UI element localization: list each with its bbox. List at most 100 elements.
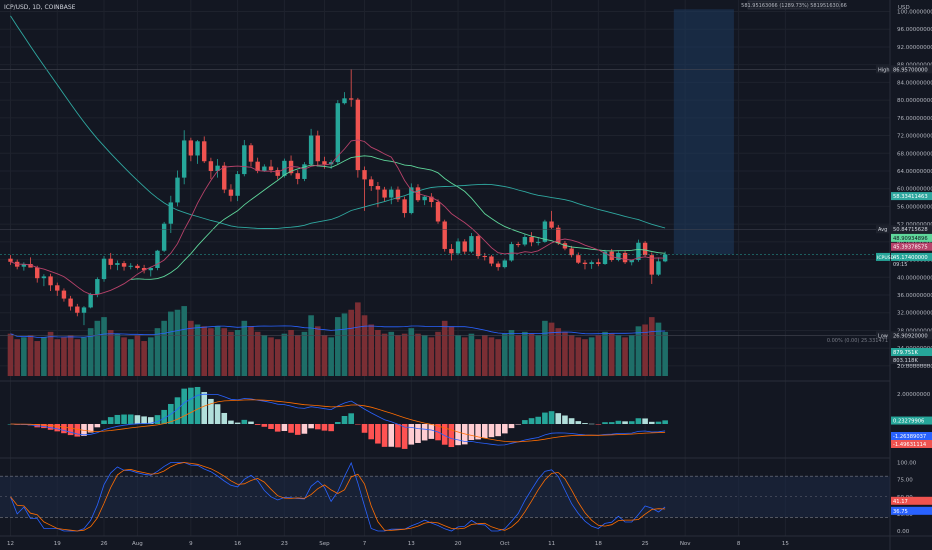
candle-body — [81, 307, 87, 313]
macd-hist-bar — [314, 424, 321, 430]
candle-body — [449, 248, 454, 254]
macd-hist-bar — [208, 398, 214, 424]
volume-bar — [61, 337, 67, 376]
volume-bar — [555, 328, 562, 376]
price-tick-label: 84.00000000 — [897, 80, 932, 86]
volume-bar — [595, 335, 602, 376]
volume-bar — [642, 324, 648, 376]
volume-bar — [87, 328, 94, 376]
volume-bar — [7, 333, 14, 376]
ma-mid-line — [130, 155, 666, 280]
candle-body — [355, 99, 361, 171]
stoch-tick-label: 25.00 — [897, 512, 913, 518]
macd-hist-bar — [74, 424, 81, 437]
ma-mid-tag-text: 48.90934896 — [893, 236, 928, 242]
candle-body — [569, 248, 574, 256]
countdown: 09:15 — [893, 262, 907, 268]
time-label: 23 — [281, 541, 288, 547]
candle-body — [175, 177, 180, 203]
candle-body — [101, 258, 107, 280]
ma-long-tag: 58.33411463 — [891, 192, 932, 201]
candle-body — [389, 189, 394, 198]
macd-hist-bar — [321, 424, 328, 431]
pair-label-bg — [876, 252, 890, 261]
macd-hist-bar — [421, 424, 428, 441]
macd-line-tag: -1.26389037 — [891, 432, 932, 440]
volume-bar — [194, 324, 201, 376]
candle-body — [208, 161, 214, 171]
volume-bars — [7, 302, 668, 376]
macd-hist-bar — [375, 424, 381, 444]
volume-bar — [548, 322, 555, 376]
stoch-pane — [0, 461, 890, 532]
macd-hist-bar — [361, 424, 368, 433]
candle-body — [502, 260, 508, 268]
macd-hist-bar — [502, 424, 508, 434]
volume-bar — [468, 333, 475, 376]
time-label: 20 — [455, 541, 462, 547]
candle-body — [662, 254, 668, 262]
volume-bar — [208, 328, 214, 376]
macd-hist-bar — [341, 415, 348, 424]
candle-body — [48, 276, 53, 286]
candle-body — [242, 145, 247, 175]
candle-body — [275, 170, 280, 176]
candle-body — [135, 265, 140, 268]
candle-body — [375, 186, 381, 190]
volume-bar — [168, 311, 174, 376]
volume-bar — [368, 324, 375, 376]
macd-hist-bar — [428, 424, 435, 439]
volume-bar — [14, 339, 20, 376]
candle-body — [462, 241, 467, 252]
macd-hist-bar — [328, 424, 334, 432]
low-tag-label: Low — [878, 333, 888, 339]
price-tick-label: 60.00000000 — [897, 187, 932, 193]
volume-bar — [21, 337, 27, 376]
volume-bar — [27, 335, 34, 376]
candle-body — [195, 141, 200, 156]
price-tick-label: 36.00000000 — [897, 293, 932, 299]
ma-short-tag: 45.39378575 — [891, 242, 932, 251]
macd-hist-bar — [595, 424, 602, 425]
macd-hist-tag-bg — [891, 416, 932, 425]
volume-bar — [107, 330, 114, 376]
candle-body — [141, 267, 147, 271]
macd-hist-bar — [201, 392, 208, 424]
volume-bar — [101, 317, 107, 376]
macd-hist-bar — [181, 388, 187, 424]
candlesticks[interactable] — [8, 69, 668, 326]
candle-body — [649, 255, 654, 275]
macd-hist-bar — [582, 423, 588, 424]
macd-hist-bar — [268, 424, 274, 429]
stoch-k-tag-text: 41.17 — [893, 499, 908, 505]
candle-body — [268, 166, 274, 171]
candle-body — [328, 162, 334, 165]
time-label: 12 — [7, 541, 14, 547]
volume-bar — [488, 337, 495, 376]
candle-body — [542, 221, 548, 242]
macd-hist-bar — [221, 412, 228, 424]
time-label: 7 — [363, 541, 367, 547]
candle-body — [576, 255, 581, 263]
macd-hist-bar — [214, 404, 221, 424]
candle-body — [435, 201, 441, 222]
volume-bar — [241, 320, 248, 376]
macd-hist-bar — [481, 424, 488, 438]
ma-mid-tag-bg — [891, 233, 932, 242]
candle-body — [636, 242, 641, 261]
candle-body — [342, 98, 347, 104]
volume-bar — [428, 337, 435, 376]
volume-bar — [314, 326, 321, 376]
volume-bar — [254, 331, 261, 376]
volume-bar — [294, 335, 301, 376]
volume-bar — [502, 333, 508, 376]
time-label: 16 — [234, 541, 241, 547]
volume-bar — [542, 320, 548, 376]
candle-body — [188, 140, 194, 156]
volume-bar — [181, 306, 187, 376]
signal-tag-text: -1.49631114 — [893, 442, 927, 448]
candle-body — [302, 164, 307, 179]
macd-hist-bar — [508, 424, 515, 429]
macd-hist-bar — [588, 423, 595, 425]
